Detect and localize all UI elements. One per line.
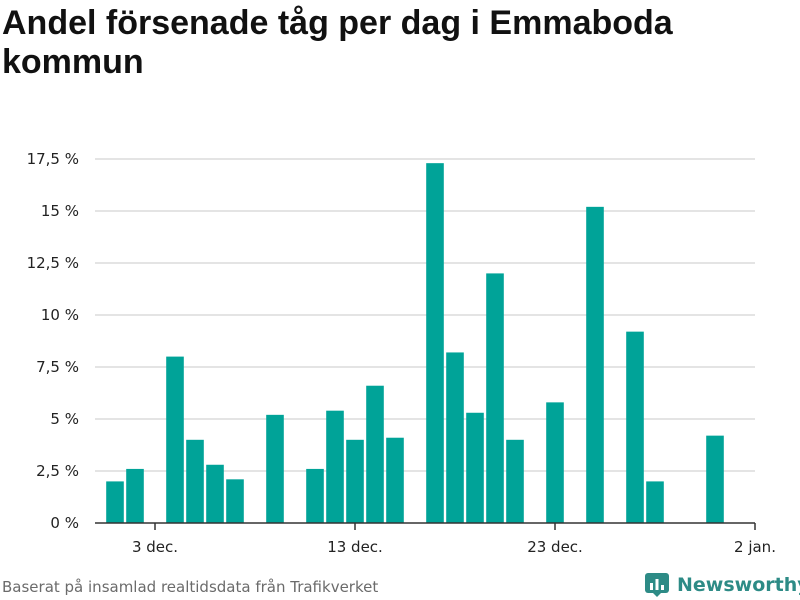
bar[interactable] bbox=[446, 352, 464, 523]
bar[interactable] bbox=[646, 481, 664, 523]
bar[interactable] bbox=[266, 414, 284, 523]
y-tick-label: 15 % bbox=[41, 202, 79, 220]
grid-lines bbox=[95, 158, 755, 472]
bar[interactable] bbox=[626, 331, 644, 523]
chart-title: Andel försenade tåg per dag i Emmaboda k… bbox=[2, 4, 673, 81]
x-tick-label: 3 dec. bbox=[132, 538, 178, 556]
bar-chart-logo-icon bbox=[645, 573, 669, 597]
bar[interactable] bbox=[486, 273, 504, 523]
y-tick-label: 0 % bbox=[50, 514, 79, 532]
x-tick-label: 23 dec. bbox=[527, 538, 583, 556]
x-tick-label: 2 jan. bbox=[734, 538, 776, 556]
bar[interactable] bbox=[166, 356, 184, 523]
bar[interactable] bbox=[426, 163, 444, 523]
brand-name: Newsworthy bbox=[677, 574, 800, 596]
bar[interactable] bbox=[126, 468, 144, 523]
bars bbox=[106, 163, 724, 523]
bar[interactable] bbox=[106, 481, 124, 523]
y-tick-label: 7,5 % bbox=[36, 358, 79, 376]
bar[interactable] bbox=[326, 410, 344, 523]
bar[interactable] bbox=[346, 439, 364, 523]
y-tick-label: 2,5 % bbox=[36, 462, 79, 480]
bar[interactable] bbox=[506, 439, 524, 523]
bar[interactable] bbox=[306, 468, 324, 523]
y-tick-label: 5 % bbox=[50, 410, 79, 428]
y-tick-label: 12,5 % bbox=[27, 254, 79, 272]
y-axis-labels: 0 % 2,5 % 5 % 7,5 % 10 % 12,5 % 15 % 17,5 % bbox=[27, 150, 79, 532]
bar[interactable] bbox=[206, 464, 224, 523]
bar[interactable] bbox=[466, 412, 484, 523]
x-axis-ticks: 3 dec. 13 dec. 23 dec. 2 jan. bbox=[132, 523, 776, 556]
bar[interactable] bbox=[186, 439, 204, 523]
bar[interactable] bbox=[386, 437, 404, 523]
source-note: Baserat på insamlad realtidsdata från Tr… bbox=[2, 578, 379, 596]
bar[interactable] bbox=[366, 385, 384, 523]
bar[interactable] bbox=[586, 206, 604, 523]
y-tick-label: 10 % bbox=[41, 306, 79, 324]
bar[interactable] bbox=[706, 435, 724, 523]
x-tick-label: 13 dec. bbox=[327, 538, 383, 556]
brand-logo[interactable]: Newsworthy bbox=[645, 570, 800, 600]
bar[interactable] bbox=[226, 479, 244, 523]
y-tick-label: 17,5 % bbox=[27, 150, 79, 168]
bar[interactable] bbox=[546, 402, 564, 523]
